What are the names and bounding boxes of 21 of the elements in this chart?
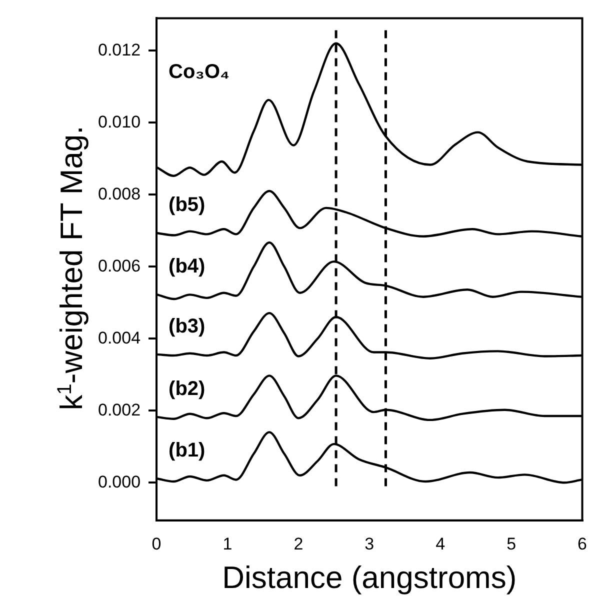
y-tick-label: 0.002 xyxy=(98,400,141,420)
x-tick-label: 4 xyxy=(436,534,446,554)
series-label: (b3) xyxy=(168,315,206,338)
series-label: (b2) xyxy=(168,378,206,400)
x-tick-label: 3 xyxy=(364,534,374,554)
x-tick-label: 2 xyxy=(294,534,304,554)
x-axis-title: Distance (angstroms) xyxy=(222,560,517,595)
y-tick-label: 0.010 xyxy=(98,112,141,132)
y-tick-label: 0.012 xyxy=(98,40,141,60)
series-label: (b1) xyxy=(168,440,206,462)
y-tick-label: 0.006 xyxy=(98,256,141,276)
y-tick-label: 0.008 xyxy=(98,184,141,204)
y-tick-label: 0.000 xyxy=(98,472,141,492)
series-label: (b4) xyxy=(168,256,206,278)
x-tick-label: 5 xyxy=(506,534,516,554)
y-tick-label: 0.004 xyxy=(98,328,141,348)
x-tick-label: 0 xyxy=(152,534,162,554)
text: Co₃O₄ xyxy=(168,61,230,84)
series-label: (b5) xyxy=(168,194,206,216)
x-tick-label: 6 xyxy=(578,534,588,554)
x-tick-label: 1 xyxy=(222,534,232,554)
